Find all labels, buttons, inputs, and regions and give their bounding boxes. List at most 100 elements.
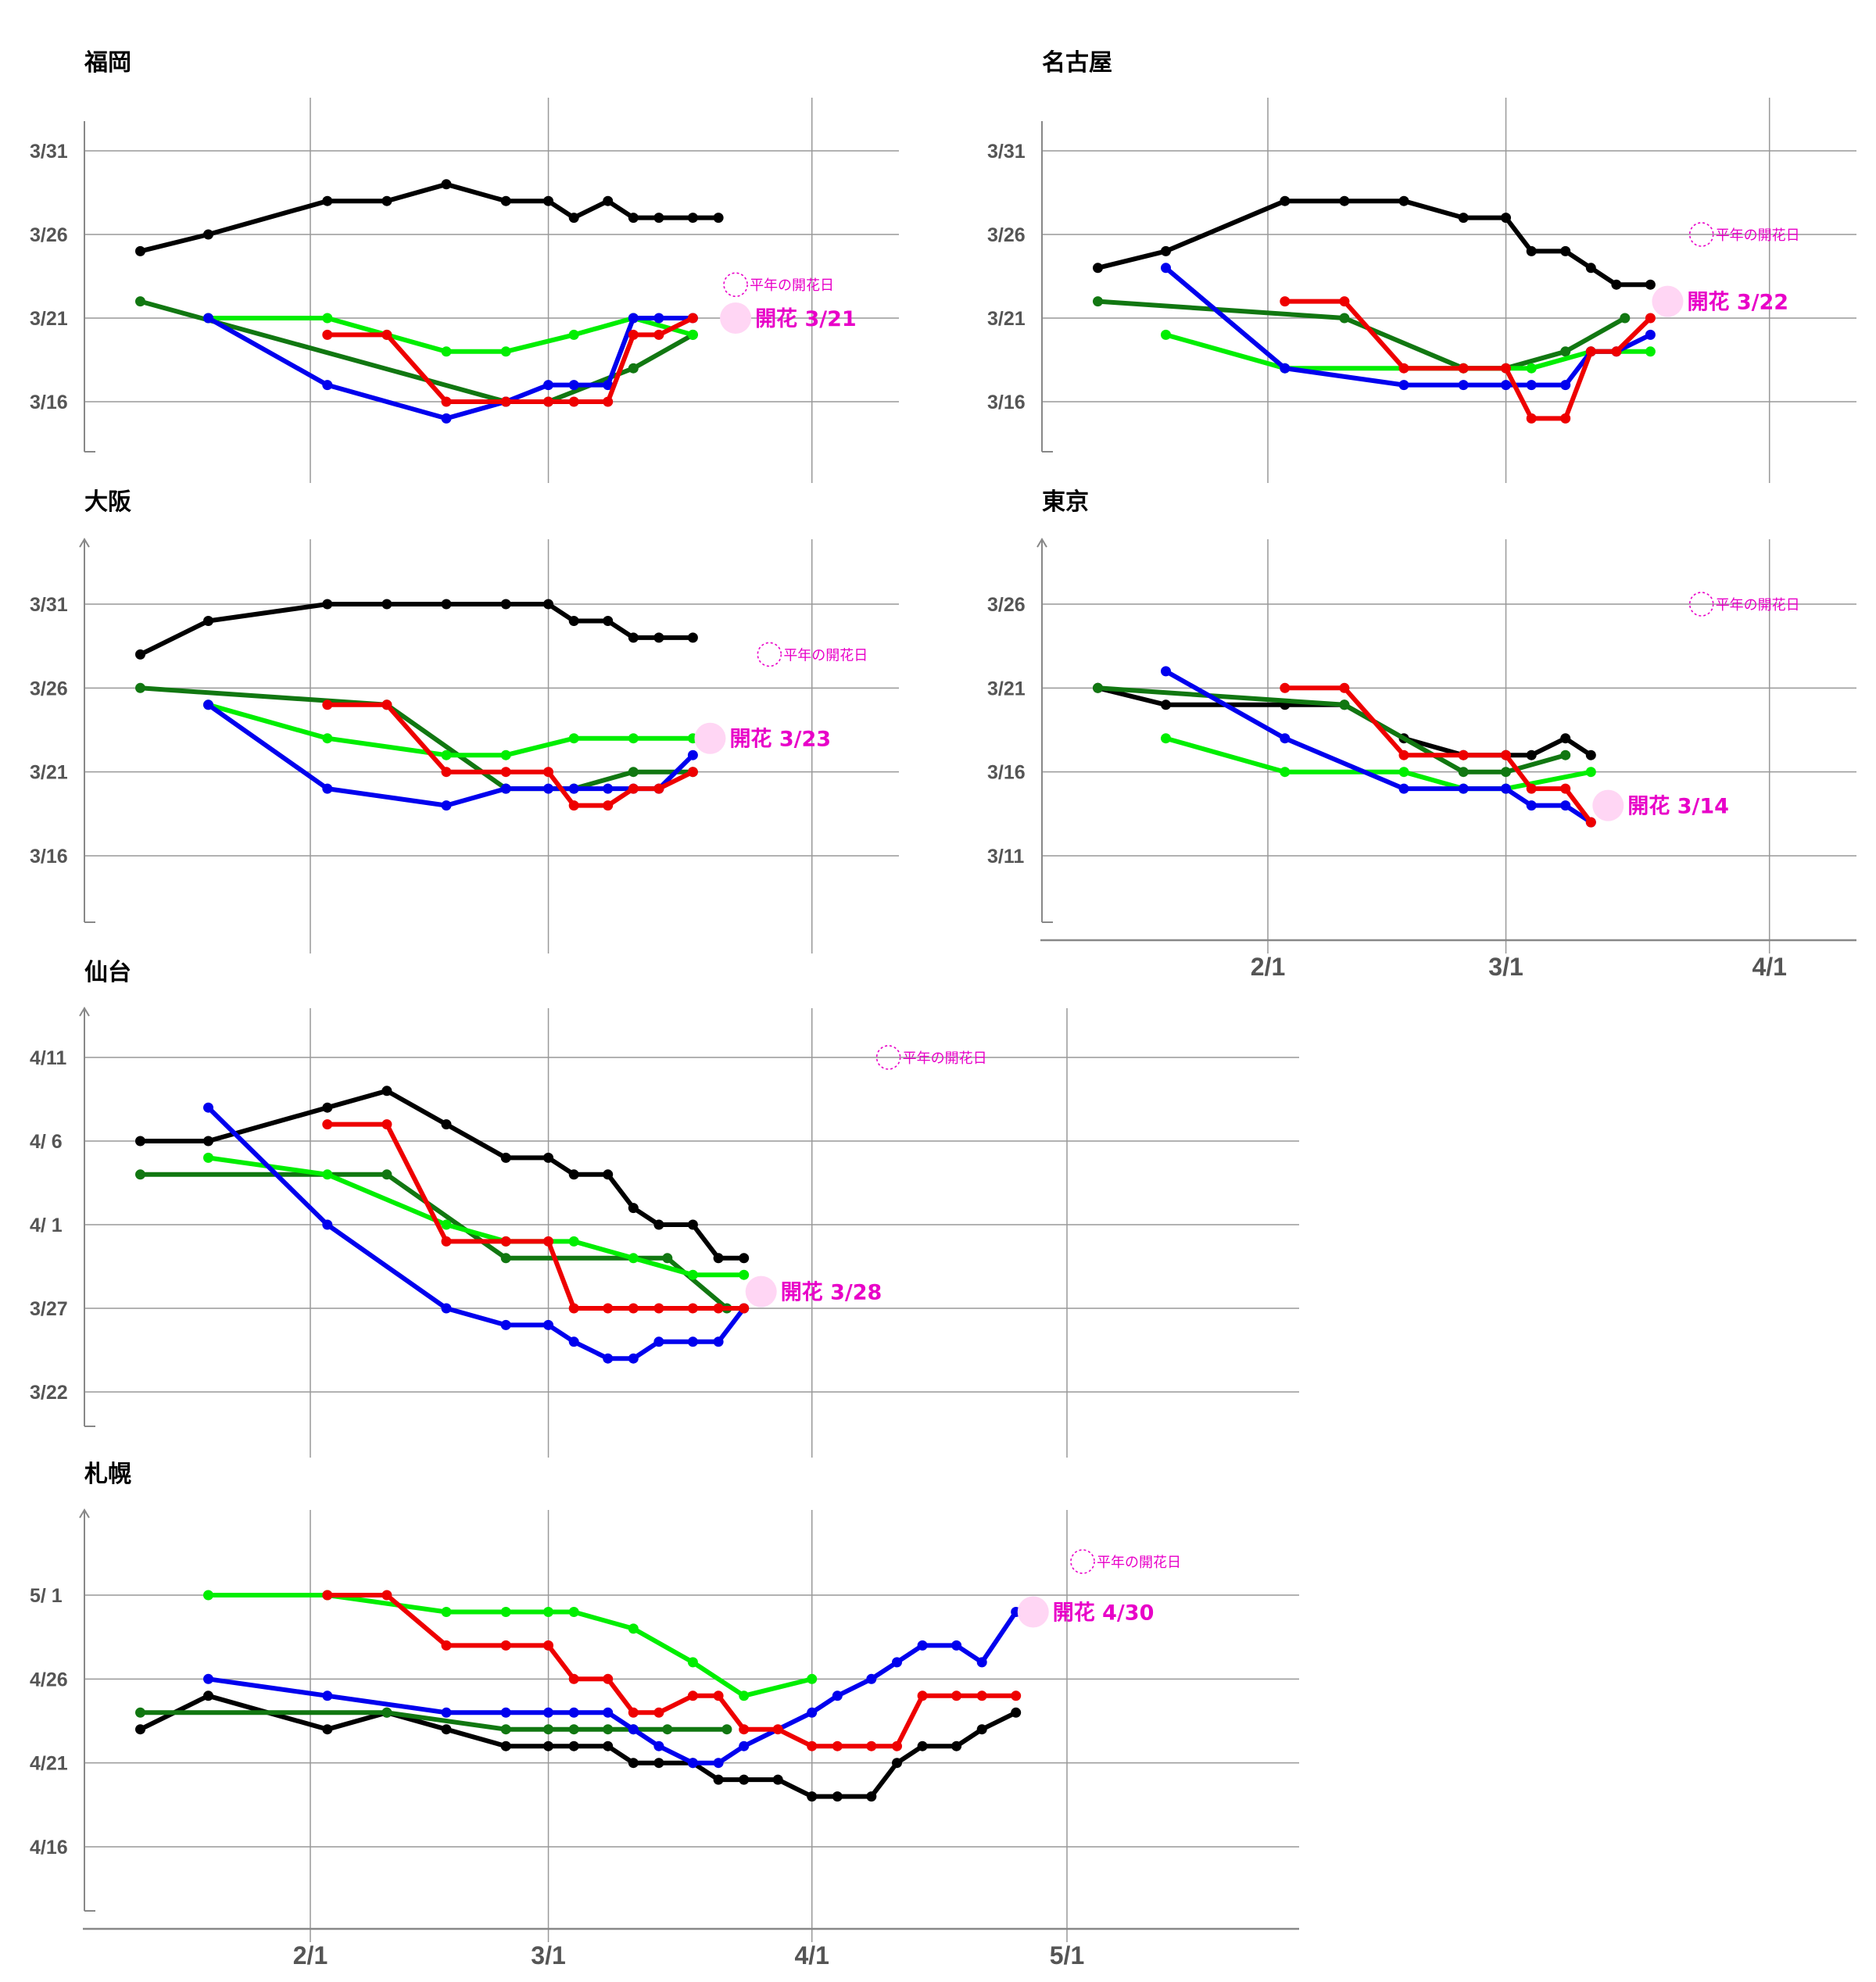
series-point-red [603, 800, 614, 811]
series-point-red [1280, 682, 1291, 693]
series-point-black [807, 1791, 818, 1802]
series-point-black [543, 1741, 553, 1751]
chart-title: 大阪 [84, 488, 131, 516]
y-tick-label: 4/11 [30, 1047, 66, 1069]
series-point-blue [543, 1707, 553, 1718]
series-point-blue [322, 380, 333, 391]
series-point-blue [441, 1707, 452, 1718]
series-point-red [322, 1590, 333, 1601]
y-axis-arrow [79, 1508, 90, 1519]
series-point-red [739, 1303, 750, 1314]
series-point-blue [568, 380, 579, 391]
series-point-blue [568, 1707, 579, 1718]
series-point-red [441, 396, 452, 407]
bloom-marker [720, 302, 752, 334]
series-point-blue [713, 1758, 724, 1769]
series-point-lime [203, 1590, 213, 1601]
series-point-red [543, 1640, 553, 1651]
series-point-red [603, 1673, 614, 1684]
series-point-darkgreen [381, 1169, 392, 1180]
series-point-red [1280, 296, 1291, 307]
series-point-darkgreen [500, 1724, 511, 1735]
series-point-black [1339, 195, 1350, 206]
series-point-blue [441, 800, 452, 811]
series-point-black [322, 195, 333, 206]
series-line-red [324, 1122, 746, 1311]
series-point-lime [687, 1657, 698, 1668]
series-point-darkgreen [1339, 313, 1350, 324]
y-tick-label: 3/26 [30, 678, 68, 699]
series-point-black [381, 195, 392, 206]
bloom-label: 開花 3/23 [729, 728, 831, 752]
x-tick-label: 2/1 [293, 1941, 328, 1969]
series-point-darkgreen [662, 1724, 673, 1735]
series-point-black [441, 599, 452, 610]
series-point-lime [687, 1269, 698, 1280]
series-point-blue [603, 380, 614, 391]
series-point-darkgreen [568, 1724, 579, 1735]
series-point-lime [500, 1607, 511, 1617]
series-point-blue [1458, 380, 1469, 391]
series-point-red [1526, 413, 1537, 424]
series-point-red [832, 1741, 843, 1751]
series-point-black [917, 1741, 928, 1751]
series-point-black [1280, 195, 1291, 206]
series-point-lime [739, 1690, 750, 1701]
series-point-blue [1398, 380, 1409, 391]
x-tick-label: 3/1 [531, 1941, 565, 1969]
series-point-blue [500, 1319, 511, 1330]
series-point-blue [441, 413, 452, 424]
series-point-darkgreen [1501, 767, 1511, 778]
series-point-lime [1398, 767, 1409, 778]
series-point-blue [1526, 380, 1537, 391]
x-tick-label: 4/1 [794, 1941, 829, 1969]
normal-bloom-marker [1688, 592, 1714, 617]
series-point-black [203, 1136, 213, 1147]
series-point-darkgreen [135, 1169, 145, 1180]
x-tick-label: 2/1 [1251, 953, 1285, 981]
bloom-marker [1652, 285, 1684, 317]
series-point-lime [568, 1607, 579, 1617]
series-point-black [653, 632, 664, 643]
series-point-blue [653, 1741, 664, 1751]
chart-title: 札幌 [84, 1461, 131, 1488]
series-point-lime [322, 313, 333, 324]
series-point-lime [543, 1607, 553, 1617]
series-point-darkgreen [381, 1707, 392, 1718]
y-tick-label: 3/16 [30, 846, 68, 868]
series-point-lime [441, 1219, 452, 1230]
series-point-blue [1645, 329, 1656, 340]
series-line-blue [1163, 668, 1594, 825]
series-point-black [441, 1119, 452, 1130]
series-line-blue [206, 1609, 1019, 1766]
series-point-blue [603, 783, 614, 794]
series-point-darkgreen [135, 296, 145, 307]
series-point-blue [203, 1102, 213, 1113]
series-point-red [653, 1707, 664, 1718]
series-point-black [687, 632, 698, 643]
series-point-blue [1501, 380, 1511, 391]
normal-bloom-label: 平年の開花日 [903, 1050, 987, 1067]
series-point-darkgreen [1560, 346, 1571, 357]
series-point-black [739, 1774, 750, 1785]
series-point-black [1501, 213, 1511, 224]
series-point-black [203, 229, 213, 240]
series-point-black [568, 1741, 579, 1751]
series-point-red [628, 783, 639, 794]
series-point-blue [807, 1707, 818, 1718]
series-point-black [628, 1203, 639, 1214]
series-point-red [543, 767, 553, 778]
bloom-marker [1017, 1596, 1049, 1628]
series-point-red [603, 1303, 614, 1314]
series-point-black [772, 1774, 783, 1785]
series-point-red [1398, 363, 1409, 374]
series-point-black [1585, 750, 1596, 760]
x-tick-label: 4/1 [1752, 953, 1786, 981]
series-point-black [653, 1758, 664, 1769]
series-line-black [1095, 199, 1653, 288]
bloom-label: 開花 3/22 [1687, 291, 1788, 315]
series-point-red [1398, 750, 1409, 760]
series-point-darkgreen [135, 682, 145, 693]
series-line-lime [1163, 332, 1653, 371]
normal-bloom-label: 平年の開花日 [1097, 1554, 1181, 1571]
